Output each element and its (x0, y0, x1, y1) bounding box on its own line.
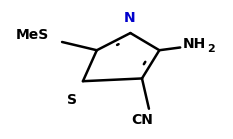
Text: MeS: MeS (16, 28, 49, 42)
Text: N: N (124, 11, 136, 25)
Text: CN: CN (131, 113, 153, 127)
Text: NH: NH (182, 37, 206, 51)
Text: 2: 2 (207, 44, 215, 54)
Text: S: S (68, 93, 78, 107)
